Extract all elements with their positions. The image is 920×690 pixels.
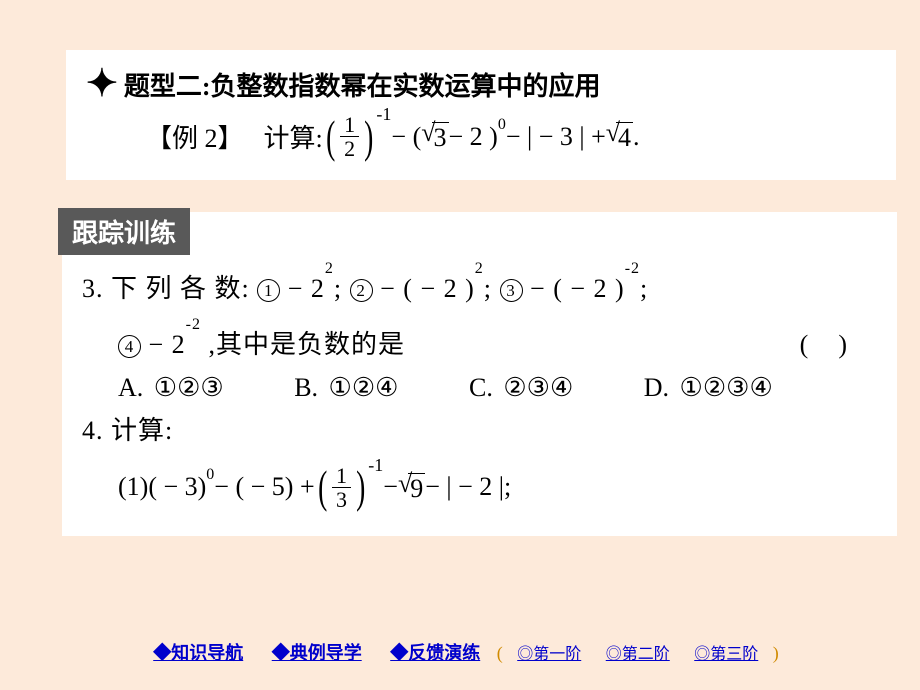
section-title: 题型二:负整数指数幂在实数运算中的应用 xyxy=(124,66,601,103)
question-3-options: A. ①②③ B. ①②④ C. ②③④ D. ①②③④ xyxy=(118,373,877,403)
exponent: 0 xyxy=(498,116,506,134)
sqrt-arg: 4 xyxy=(616,122,633,153)
q3-term: − ( − 2 ) xyxy=(523,274,625,303)
expr-end: . xyxy=(633,122,640,152)
question-3-line2: 4 − 2-2 ,其中是负数的是 () xyxy=(118,323,877,367)
exponent: -2 xyxy=(625,260,640,277)
q3-term: − 2 xyxy=(280,274,325,303)
circled-1: 1 xyxy=(257,279,280,302)
exponent: 0 xyxy=(206,466,214,484)
option-d: D. ①②③④ xyxy=(644,373,773,402)
answer-paren: () xyxy=(800,323,877,367)
q4-part: − | − 2 |; xyxy=(425,472,511,502)
circled-3: 3 xyxy=(500,279,523,302)
option-c: C. ②③④ xyxy=(469,373,573,402)
option-b: B. ①②④ xyxy=(294,373,398,402)
fraction: 1 3 xyxy=(332,464,351,511)
circled-2: 2 xyxy=(350,279,373,302)
fraction-den: 3 xyxy=(332,488,351,511)
expr-text: − ( xyxy=(391,122,421,152)
exponent: 2 xyxy=(475,260,484,277)
exponent: -1 xyxy=(376,104,391,125)
q3-term: − 2 xyxy=(141,330,186,359)
expr-text: − | − 3 | + xyxy=(506,122,606,152)
circled-4: 4 xyxy=(118,335,141,358)
exponent: 2 xyxy=(325,260,334,277)
stage-lparen: ( xyxy=(497,643,503,663)
expr-text: − 2 ) xyxy=(449,122,498,152)
question-4-head: 4. 计算: xyxy=(82,409,877,453)
section-title-row: ✦ 题型二:负整数指数幂在实数运算中的应用 xyxy=(86,65,876,103)
lparen-icon: ( xyxy=(326,114,335,160)
paren-l: ( xyxy=(800,330,839,359)
stage-group: ( ◎第一阶 ◎第二阶 ◎第三阶 ) xyxy=(497,643,779,663)
star-icon: ✦ xyxy=(86,65,118,103)
exponent: -1 xyxy=(368,455,383,476)
q4-part: − xyxy=(383,472,398,502)
section-box-1: ✦ 题型二:负整数指数幂在实数运算中的应用 【例 2】 计算: ( 1 2 ) … xyxy=(66,50,896,180)
sqrt-arg: 9 xyxy=(408,473,425,504)
q4-part: − ( − 5) + xyxy=(214,472,314,502)
option-a: A. ①②③ xyxy=(118,373,224,402)
rparen-icon: ) xyxy=(356,464,365,510)
section-box-2: 跟踪训练 3. 下 列 各 数: 1 − 22; 2 − ( − 2 )2; 3… xyxy=(62,212,897,536)
sep: ; xyxy=(640,274,648,303)
question-4-expr: (1)( − 3)0 − ( − 5) + ( 1 3 ) -1 − √ 9 −… xyxy=(118,464,877,511)
q3-tail: ,其中是负数的是 xyxy=(209,330,406,359)
fraction: 1 2 xyxy=(340,113,359,160)
fraction-den: 2 xyxy=(340,137,359,160)
example-prefix: 计算: xyxy=(264,118,323,155)
q3-prefix: 3. 下 列 各 数: xyxy=(82,274,250,303)
stage-1[interactable]: ◎第一阶 xyxy=(517,646,581,663)
fraction-num: 1 xyxy=(332,464,351,488)
sep: ; xyxy=(334,274,342,303)
paren-r: ) xyxy=(838,330,877,359)
fraction-num: 1 xyxy=(340,113,359,137)
exponent: -2 xyxy=(186,316,201,333)
q4-part: (1)( − 3) xyxy=(118,472,206,502)
practice-badge: 跟踪训练 xyxy=(58,208,190,255)
example-line: 【例 2】 计算: ( 1 2 ) -1 − ( √ 3 − 2 ) 0 − |… xyxy=(146,113,876,160)
sqrt: √ 4 xyxy=(606,120,633,153)
sqrt: √ 3 xyxy=(421,120,448,153)
sep: ; xyxy=(484,274,492,303)
nav-examples[interactable]: ◆典例导学 xyxy=(272,643,362,663)
lparen-icon: ( xyxy=(318,464,327,510)
q3-term: − ( − 2 ) xyxy=(373,274,475,303)
nav-feedback[interactable]: ◆反馈演练 xyxy=(390,643,480,663)
rparen-icon: ) xyxy=(364,114,373,160)
stage-3[interactable]: ◎第三阶 xyxy=(694,646,758,663)
stage-rparen: ) xyxy=(773,643,779,663)
sqrt-arg: 3 xyxy=(432,122,449,153)
stage-2[interactable]: ◎第二阶 xyxy=(606,646,670,663)
footer-nav: ◆知识导航 ◆典例导学 ◆反馈演练 ( ◎第一阶 ◎第二阶 ◎第三阶 ) xyxy=(0,639,920,665)
example-label: 【例 2】 xyxy=(146,118,244,155)
question-3-line1: 3. 下 列 各 数: 1 − 22; 2 − ( − 2 )2; 3 − ( … xyxy=(82,267,877,311)
sqrt: √ 9 xyxy=(398,471,425,504)
nav-knowledge[interactable]: ◆知识导航 xyxy=(153,643,243,663)
